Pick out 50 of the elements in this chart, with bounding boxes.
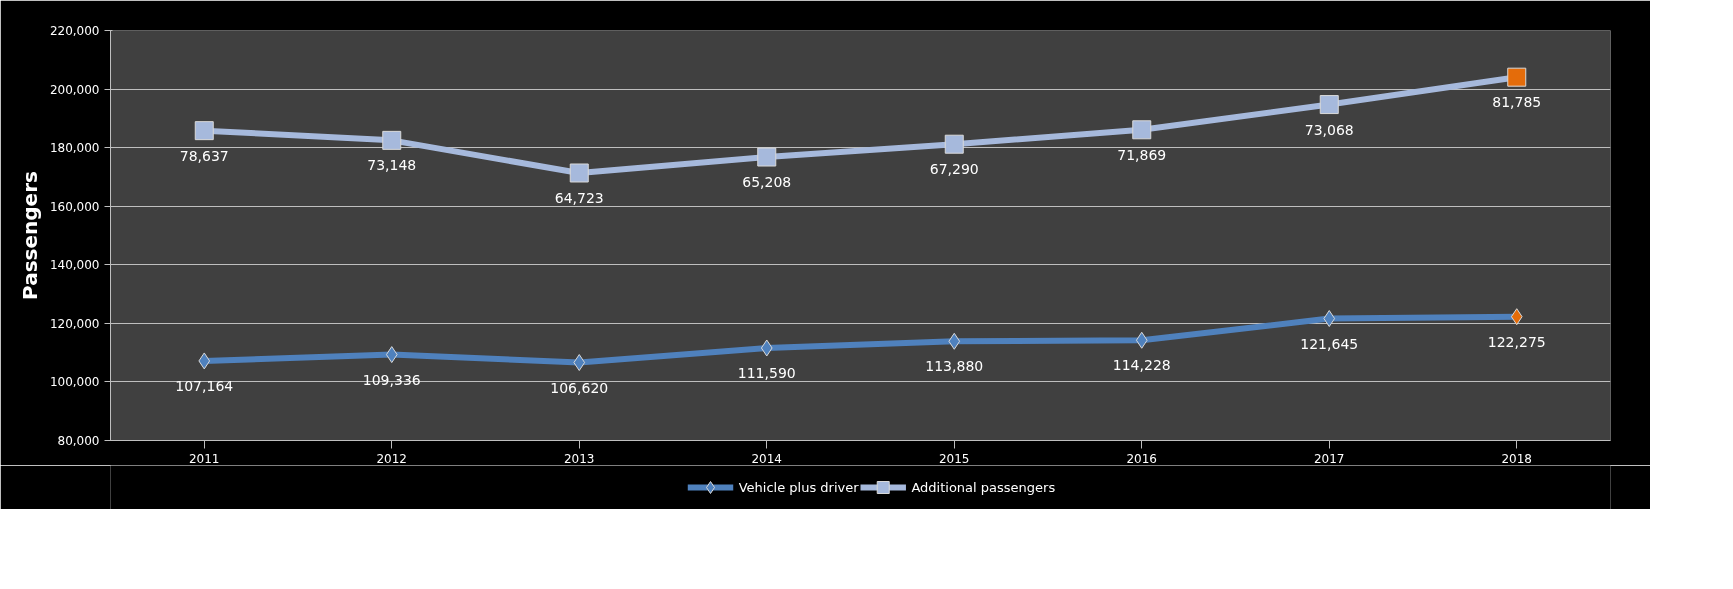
- x-tick-label: 2016: [1126, 451, 1158, 466]
- x-tick-label: 2014: [751, 451, 783, 466]
- annotation: 64,723: [554, 190, 604, 206]
- point: [757, 147, 777, 167]
- y-tick-label: 120,000: [49, 316, 100, 331]
- x-tick-label: 2018: [1501, 451, 1533, 466]
- x-tick-label: 2017: [1313, 451, 1345, 466]
- x-tick-label: 2011: [188, 451, 220, 466]
- point: [1135, 331, 1148, 349]
- data-label: 107,164: [175, 377, 234, 394]
- data-label: 122,275: [1487, 333, 1546, 350]
- point: [948, 332, 961, 350]
- point: [1132, 120, 1152, 140]
- point: [1319, 95, 1339, 115]
- y-tick-label: 160,000: [49, 199, 100, 214]
- x-tick-label: 2013: [563, 451, 595, 466]
- annotation: 73,068: [1304, 121, 1354, 138]
- annotation: 71,869: [1117, 146, 1167, 163]
- data-label: 114,228: [1112, 357, 1171, 374]
- annotation: 78,637: [179, 147, 229, 164]
- x-tick-label: 2012: [376, 451, 408, 466]
- x-tick-label: 2015: [938, 451, 970, 466]
- point: [194, 121, 214, 141]
- point: [382, 130, 402, 150]
- y-tick-label: 100,000: [49, 375, 100, 390]
- point: [1510, 308, 1523, 326]
- point: [573, 354, 586, 372]
- y-tick-label: 80,000: [57, 434, 100, 448]
- point: [1323, 310, 1336, 328]
- point: [760, 339, 773, 357]
- y-axis-title: Passengers: [17, 171, 42, 300]
- point: [1507, 67, 1527, 87]
- legend-label: Additional passengers: [911, 480, 1056, 495]
- data-label: 113,880: [925, 358, 984, 375]
- point: [385, 346, 398, 364]
- y-tick-label: 140,000: [49, 258, 100, 273]
- point: [198, 352, 211, 370]
- legend-label: Vehicle plus driver: [738, 480, 860, 495]
- data-label: 106,620: [550, 379, 609, 396]
- y-tick-label: 200,000: [49, 82, 100, 97]
- annotation: 67,290: [929, 161, 979, 178]
- point: [569, 163, 589, 183]
- annotation: 65,208: [742, 174, 792, 191]
- annotation: 81,785: [1492, 94, 1542, 111]
- data-label: 121,645: [1300, 335, 1359, 352]
- data-label: 111,590: [737, 364, 796, 381]
- y-tick-label: 180,000: [49, 141, 100, 156]
- y-tick-label: 220,000: [49, 24, 100, 38]
- annotation: 73,148: [367, 157, 417, 174]
- point: [944, 134, 964, 154]
